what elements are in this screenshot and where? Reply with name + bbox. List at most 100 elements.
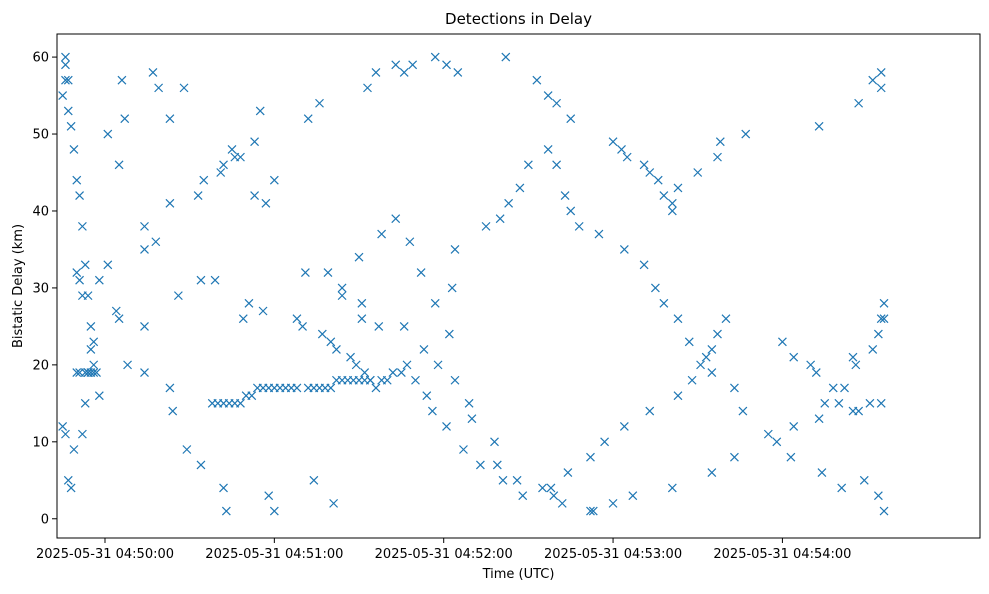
data-point (464, 398, 474, 408)
data-point (696, 360, 705, 370)
data-point (168, 406, 178, 416)
data-point (255, 106, 265, 116)
data-point (673, 183, 683, 193)
data-point (357, 314, 367, 324)
data-point (450, 245, 460, 254)
data-point (868, 345, 878, 354)
data-point (244, 298, 254, 308)
data-point (332, 345, 341, 354)
y-tick-label: 60 (32, 51, 49, 66)
data-point (619, 245, 629, 254)
data-point (365, 375, 375, 385)
data-point (427, 406, 437, 416)
y-tick-label: 50 (32, 128, 49, 143)
data-point (258, 306, 268, 316)
data-point (337, 291, 347, 301)
data-point (58, 91, 68, 100)
y-axis: 0 10 20 30 40 50 60 (32, 51, 57, 527)
data-point (94, 275, 104, 285)
x-tick-label: 2025-05-31 04:53:00 (544, 547, 682, 562)
data-point (617, 144, 626, 154)
data-point (89, 360, 99, 370)
data-point (586, 452, 595, 462)
data-point (103, 129, 113, 139)
data-point (326, 383, 336, 393)
y-tick-label: 20 (32, 358, 49, 373)
y-axis-label: Bistatic Delay (km) (11, 224, 26, 348)
data-point (628, 491, 638, 501)
data-point (645, 406, 655, 416)
data-point (261, 198, 271, 208)
data-point (453, 68, 463, 77)
data-point (806, 360, 816, 370)
data-point (600, 437, 610, 447)
data-point (504, 198, 514, 208)
data-point (713, 152, 722, 162)
data-point (563, 468, 573, 478)
data-point (673, 314, 683, 324)
data-point (63, 106, 73, 116)
data-point (165, 383, 175, 393)
data-point (111, 306, 121, 316)
data-point (552, 98, 562, 108)
data-point (227, 144, 237, 154)
data-point (707, 468, 717, 478)
data-point (63, 475, 73, 485)
data-point (140, 368, 149, 377)
x-axis-label: Time (UTC) (482, 567, 555, 582)
data-point (58, 422, 68, 431)
data-point (374, 321, 384, 331)
x-tick-label: 2025-05-31 04:50:00 (36, 547, 174, 562)
data-point (238, 314, 248, 324)
data-point (219, 160, 228, 170)
data-point (430, 52, 440, 62)
x-tick-label: 2025-05-31 04:51:00 (205, 547, 343, 562)
data-point (269, 506, 279, 516)
data-point (219, 483, 228, 493)
data-point (817, 468, 827, 478)
data-point (433, 360, 443, 370)
data-point (354, 252, 364, 262)
data-point (199, 175, 209, 185)
data-point (151, 237, 161, 247)
data-point (86, 345, 96, 354)
data-point (405, 237, 415, 247)
data-point (140, 221, 149, 231)
data-point (447, 283, 457, 293)
data-point (230, 152, 240, 162)
data-point (179, 83, 189, 93)
data-point (876, 68, 886, 77)
data-point (309, 475, 319, 485)
data-point (693, 168, 703, 177)
data-point (77, 429, 87, 439)
data-point (94, 391, 104, 401)
data-point (117, 75, 127, 85)
data-point (515, 183, 525, 193)
data-point (103, 260, 113, 270)
data-point (789, 422, 799, 431)
data-point (873, 491, 883, 501)
data-point (411, 375, 420, 385)
data-point (501, 52, 511, 62)
data-point (165, 114, 175, 124)
data-point (707, 345, 717, 354)
chart-title: Detections in Delay (445, 10, 592, 28)
data-point (594, 229, 604, 239)
plot-frame (56, 33, 981, 539)
data-point (667, 483, 677, 493)
data-point (721, 314, 731, 324)
data-point (543, 144, 553, 154)
data-point (86, 368, 96, 377)
x-axis: 2025-05-31 04:50:00 2025-05-31 04:51:00 20… (36, 538, 851, 562)
data-point (269, 175, 279, 185)
data-point (566, 206, 576, 216)
data-point (659, 191, 669, 201)
data-point (89, 368, 99, 377)
data-point (608, 498, 618, 508)
data-point (879, 314, 889, 324)
data-point (86, 321, 96, 331)
data-point (396, 368, 406, 377)
data-point (323, 268, 333, 277)
data-point (75, 191, 85, 201)
